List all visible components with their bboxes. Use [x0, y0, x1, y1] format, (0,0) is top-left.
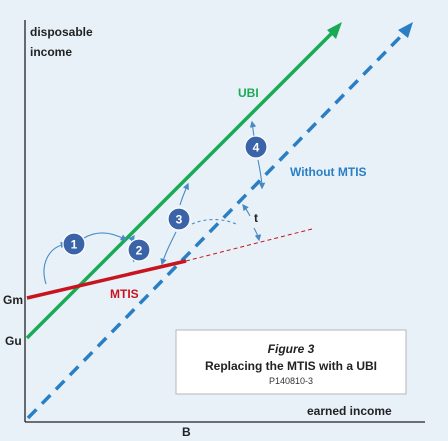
y-axis-label-line2: income	[30, 45, 72, 59]
step-marker-2: 2	[127, 238, 151, 262]
without-mtis-line	[26, 28, 409, 420]
x-axis-label: earned income	[307, 404, 392, 418]
step-number-3: 3	[176, 213, 183, 227]
figure-title: Replacing the MTIS with a UBI	[205, 359, 377, 373]
figure-number: Figure 3	[268, 342, 315, 356]
step-marker-3: 3	[167, 207, 191, 231]
ubi-line	[25, 28, 337, 340]
mtis-extension-dashed	[185, 228, 313, 262]
mtis-line	[26, 259, 187, 300]
figure-caption-box: Figure 3 Replacing the MTIS with a UBI P…	[175, 329, 407, 395]
ubi-arrowhead	[327, 22, 342, 39]
step3-arrow-down	[160, 231, 177, 266]
t-label: t	[254, 211, 258, 225]
step1-arrow-up	[43, 241, 68, 285]
t-arrow-down	[253, 227, 262, 242]
step1-arrow-right	[83, 232, 128, 241]
y-axis-label-line1: disposable	[30, 25, 93, 39]
without-mtis-arrowhead	[398, 22, 413, 38]
y-tick-gm: Gm	[3, 293, 23, 307]
step4-arrow-up	[249, 120, 257, 137]
ubi-label: UBI	[238, 86, 259, 100]
step-marker-1: 1	[62, 232, 86, 256]
figure-code: P140810-3	[269, 376, 313, 386]
step-number-1: 1	[71, 238, 78, 252]
step-marker-4: 4	[244, 135, 268, 159]
without-mtis-label: Without MTIS	[290, 165, 367, 179]
mtis-label: MTIS	[110, 287, 139, 301]
step3-dashed-connector	[191, 218, 237, 225]
step3-arrow-up	[179, 182, 189, 206]
step-number-4: 4	[253, 141, 260, 155]
x-tick-b: B	[182, 425, 191, 439]
t-arrow-up	[242, 203, 251, 217]
step-number-2: 2	[136, 244, 143, 258]
y-tick-gu: Gu	[5, 334, 22, 348]
step4-arrow-down	[257, 159, 266, 190]
